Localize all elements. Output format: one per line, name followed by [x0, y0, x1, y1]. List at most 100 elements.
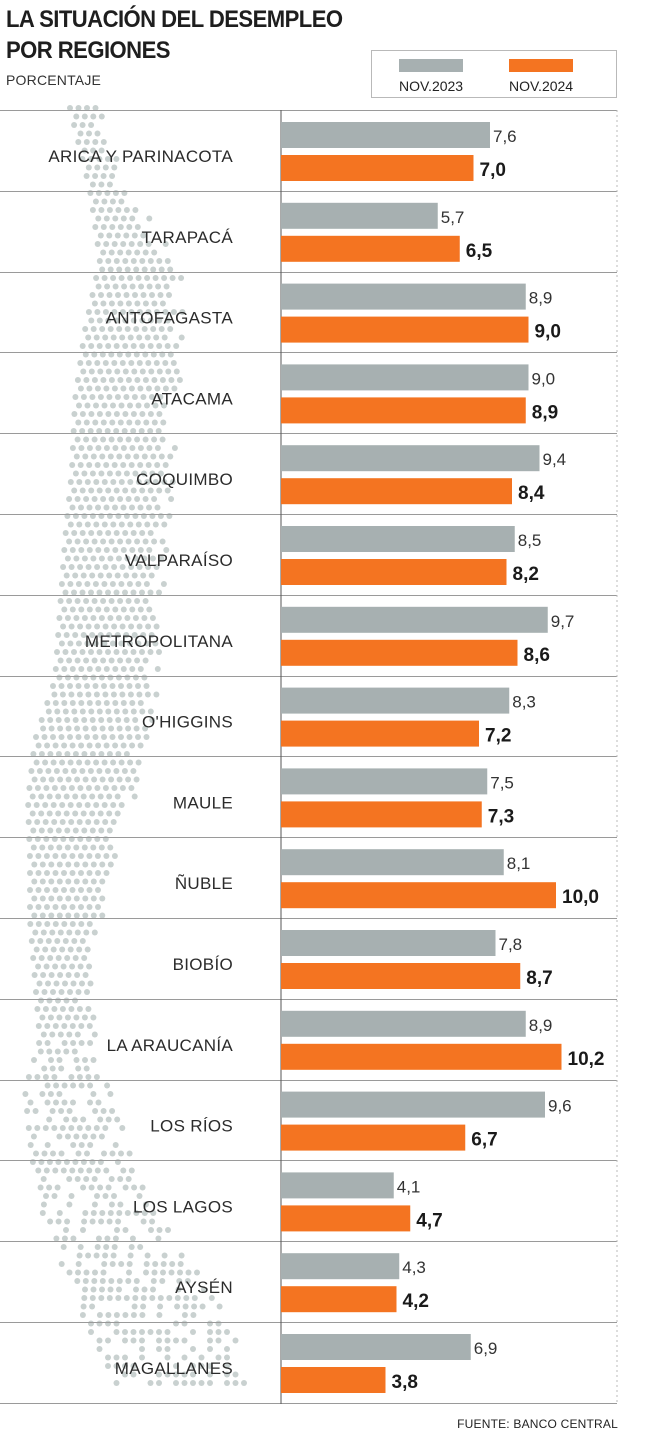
map-dot [111, 241, 118, 247]
map-dot [33, 734, 39, 740]
map-dot [57, 657, 64, 664]
map-dot [108, 249, 115, 256]
map-dot [35, 904, 42, 910]
map-dot [123, 292, 130, 298]
map-dot [25, 1074, 32, 1080]
map-dot [34, 836, 41, 842]
map-dot [120, 462, 127, 468]
map-dot [71, 1116, 78, 1123]
map-dot [130, 317, 137, 324]
map-dot [44, 1023, 51, 1029]
map-dot [130, 1312, 137, 1318]
map-dot [84, 734, 90, 740]
map-dot [139, 317, 146, 324]
map-dot [44, 742, 51, 749]
map-dot [55, 751, 62, 757]
map-dot [37, 1048, 44, 1055]
map-dot [86, 963, 93, 970]
map-dot [47, 751, 54, 757]
map-dot [31, 1057, 37, 1063]
map-dot [62, 980, 68, 987]
map-dot [215, 1329, 222, 1335]
map-dot [88, 649, 94, 655]
map-dot [118, 802, 125, 808]
map-dot [109, 198, 116, 205]
bar-nov-2023 [281, 526, 515, 552]
map-dot [96, 258, 103, 264]
map-dot [177, 1269, 183, 1276]
map-dot [71, 122, 78, 128]
map-dot [131, 368, 138, 375]
map-dot [46, 810, 53, 817]
map-dot [102, 691, 109, 698]
map-dot [52, 853, 59, 859]
map-dot [44, 904, 50, 910]
map-dot [150, 1210, 157, 1216]
value-label-nov-2024: 7,3 [488, 806, 514, 827]
map-dot [207, 1371, 213, 1378]
map-dot [113, 343, 120, 349]
map-dot [111, 462, 118, 468]
map-dot [69, 700, 76, 706]
map-dot [27, 1142, 34, 1148]
map-dot [94, 385, 101, 392]
map-dot [96, 428, 103, 434]
map-dot [95, 666, 102, 672]
map-dot [153, 623, 160, 630]
map-dot [81, 751, 88, 757]
map-dot [131, 232, 138, 239]
map-dot [74, 929, 81, 936]
map-dot [80, 1303, 87, 1310]
map-dot [102, 1252, 109, 1259]
map-dot [46, 1048, 53, 1055]
map-dot [72, 955, 79, 961]
map-dot [99, 861, 106, 868]
map-dot [32, 1108, 39, 1114]
map-dot [91, 377, 98, 383]
map-dot [100, 598, 107, 604]
value-label-nov-2023: 9,4 [543, 450, 567, 469]
map-dot [67, 759, 74, 766]
map-dot [56, 1014, 63, 1021]
map-dot [68, 691, 75, 698]
map-dot [124, 615, 131, 621]
map-dot [73, 861, 80, 868]
value-label-nov-2024: 7,0 [480, 160, 506, 181]
map-dot [177, 1261, 184, 1267]
map-dot [64, 1133, 71, 1140]
map-dot [113, 156, 120, 162]
map-dot [90, 326, 97, 332]
map-dot [119, 691, 126, 698]
map-dot [142, 657, 149, 664]
map-dot [161, 402, 167, 409]
map-dot [101, 275, 108, 281]
map-dot [69, 445, 76, 451]
map-dot [140, 470, 147, 477]
map-dot [44, 700, 51, 706]
map-dot [81, 1218, 88, 1225]
map-dot [39, 1091, 46, 1097]
map-dot [115, 292, 121, 298]
map-dot [63, 997, 70, 1004]
map-dot [122, 258, 129, 264]
map-dot [160, 1269, 166, 1276]
map-dot [122, 1312, 129, 1318]
map-dot [125, 725, 132, 732]
map-dot [56, 912, 63, 919]
map-dot [98, 674, 105, 681]
map-dot [40, 1176, 47, 1182]
value-label-nov-2024: 8,7 [526, 968, 552, 989]
map-dot [63, 1048, 70, 1055]
map-dot [70, 428, 77, 434]
map-dot [92, 139, 99, 145]
map-dot [105, 1116, 112, 1123]
map-dot [100, 496, 107, 502]
map-dot [76, 1125, 83, 1131]
bar-nov-2024 [281, 155, 474, 181]
map-dot [56, 1057, 63, 1063]
map-dot [112, 700, 119, 706]
map-dot [95, 870, 101, 876]
map-dot [93, 759, 100, 766]
map-dot [142, 538, 149, 545]
